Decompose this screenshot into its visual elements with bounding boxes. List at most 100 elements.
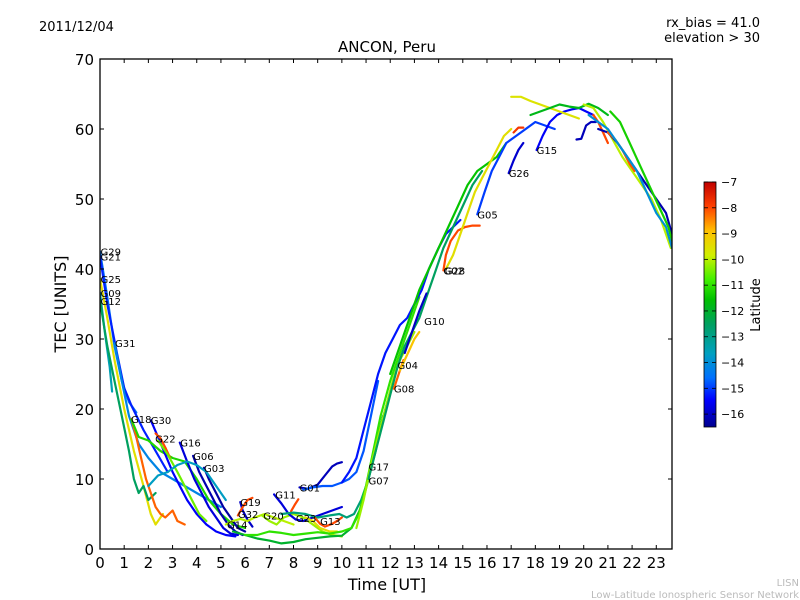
series-G10	[403, 292, 428, 355]
y-tick-label: 50	[75, 191, 94, 209]
series-G16	[178, 441, 239, 537]
series-G06	[192, 454, 244, 537]
satellite-label: G15	[537, 146, 557, 157]
satellite-label: G18	[131, 415, 151, 426]
footer-lisn: LISN	[777, 578, 799, 589]
x-tick-label: 2	[144, 554, 154, 572]
series-G10b	[389, 141, 508, 376]
x-tick-label: 3	[168, 554, 178, 572]
series-Gdesc5	[587, 113, 672, 250]
plot-frame	[99, 58, 673, 550]
x-tick-label: 21	[598, 554, 617, 572]
x-tick-label: 8	[289, 554, 299, 572]
colorbar	[703, 181, 717, 428]
colorbar-ticks: −7 −8 −9 −10 −11 −12 −13 −14 −15 −16	[704, 176, 744, 421]
y-tick-label: 20	[75, 401, 94, 419]
colorbar-tick-label: −11	[721, 279, 744, 292]
satellite-label: G22	[155, 434, 175, 445]
x-tick-label: 1	[119, 554, 129, 572]
series-Glow1	[231, 344, 406, 545]
satellite-label: G06	[193, 452, 213, 463]
y-axis: 0 10 20 30 40 50 60 70	[75, 51, 672, 559]
satellite-label: G19	[240, 498, 260, 509]
satellite-label: G05	[477, 210, 497, 221]
x-tick-label: 15	[453, 554, 472, 572]
series-G28	[444, 127, 513, 271]
x-tick-label: 19	[550, 554, 569, 572]
series-Gdesc1	[582, 103, 672, 250]
satellite-label: G08	[394, 385, 414, 396]
series-G03	[202, 466, 247, 533]
series-G03b	[147, 460, 227, 502]
y-tick-label: 70	[75, 51, 94, 69]
satellite-label: G17	[369, 462, 389, 473]
satellite-label: G20	[263, 511, 283, 522]
series-Gtop3	[575, 120, 597, 141]
y-tick-label: 40	[75, 261, 94, 279]
colorbar-tick-label: −15	[721, 382, 744, 395]
colorbar-tick-label: −7	[721, 176, 737, 189]
satellite-label: G29	[101, 248, 121, 259]
x-tick-label: 7	[265, 554, 275, 572]
x-tick-label: 14	[429, 554, 448, 572]
satellite-label: G09	[101, 289, 121, 300]
satellite-label: G10	[424, 317, 444, 328]
elevation-label: elevation > 30	[664, 31, 760, 46]
series-G02	[442, 224, 481, 272]
satellite-label: G31	[115, 339, 135, 350]
satellite-label: G32	[238, 510, 258, 521]
colorbar-tick-label: −14	[721, 357, 744, 370]
rx-bias-label: rx_bias = 41.0	[666, 16, 760, 31]
colorbar-tick-label: −13	[721, 331, 744, 344]
x-tick-label: 6	[240, 554, 250, 572]
series-Gdesc4	[609, 110, 672, 243]
x-tick-label: 18	[526, 554, 545, 572]
satellite-label: G01	[300, 483, 320, 494]
date-label: 2011/12/04	[39, 20, 114, 35]
x-tick-label: 16	[477, 554, 496, 572]
series-G01b	[302, 379, 380, 491]
satellite-label: G25	[101, 275, 121, 286]
satellite-label: G16	[180, 439, 200, 450]
satellite-label: G30	[151, 416, 171, 427]
series-G07	[367, 169, 484, 481]
satellite-label: G07	[369, 476, 389, 487]
series-Glow2	[244, 295, 421, 537]
y-tick-label: 60	[75, 121, 94, 139]
satellite-label: G13	[320, 517, 340, 528]
colorbar-tick-label: −12	[721, 305, 744, 318]
series-G12	[100, 300, 157, 502]
x-tick-label: 9	[313, 554, 323, 572]
y-tick-label: 0	[84, 541, 94, 559]
satellite-label: G02	[443, 266, 463, 277]
series-G31	[113, 342, 222, 509]
series-G11b	[290, 498, 300, 513]
series-G18	[130, 417, 186, 526]
series-G11	[273, 493, 343, 523]
x-tick-label: 22	[623, 554, 642, 572]
x-tick-label: 23	[647, 554, 666, 572]
series-G21	[100, 255, 169, 474]
series-G22b	[156, 439, 208, 523]
x-tick-label: 10	[332, 554, 351, 572]
colorbar-label: Latitude	[749, 278, 764, 332]
series-Gtop4	[592, 113, 610, 145]
x-tick-label: 11	[356, 554, 375, 572]
satellite-label: G12	[101, 297, 121, 308]
satellite-label: G14	[227, 521, 247, 532]
chart-title: ANCON, Peru	[338, 38, 436, 56]
y-tick-label: 30	[75, 331, 94, 349]
series-G26b	[512, 126, 525, 134]
series-G32	[236, 496, 254, 517]
series-G04	[398, 330, 421, 372]
series-G15	[535, 106, 595, 152]
colorbar-tick-label: −10	[721, 253, 744, 266]
satellite-label: G21	[101, 252, 121, 263]
x-tick-label: 13	[405, 554, 424, 572]
series-G26	[507, 141, 525, 175]
y-tick-label: 10	[75, 471, 94, 489]
satellite-label: G23	[296, 514, 316, 525]
series-Gtop1	[510, 95, 581, 120]
